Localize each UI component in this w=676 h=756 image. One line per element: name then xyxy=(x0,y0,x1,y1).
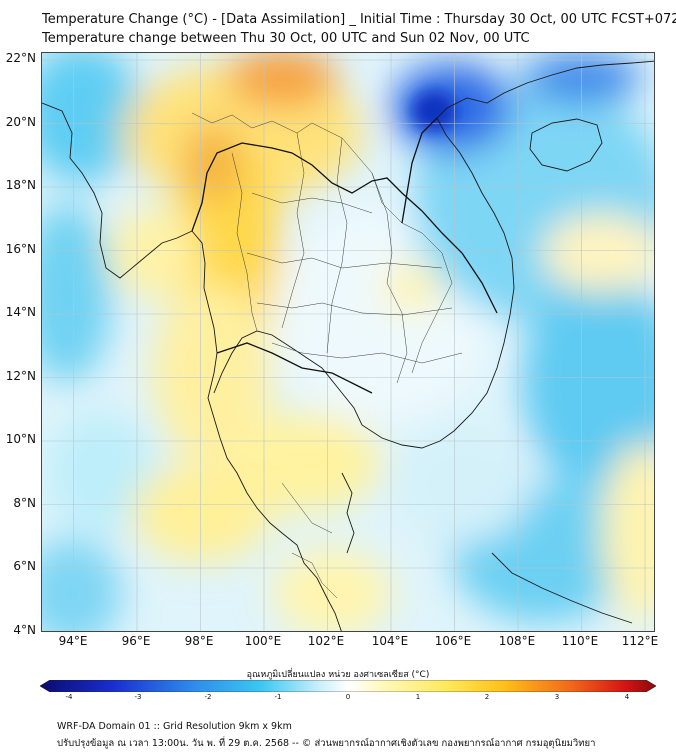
colorbar-tick-3: 3 xyxy=(554,693,560,701)
colorbar-tick-1: 1 xyxy=(415,693,421,701)
lon-label-102: 102°E xyxy=(307,634,345,648)
lat-label-4: 4°N xyxy=(13,623,36,637)
colorbar-tick-m2: -2 xyxy=(204,693,212,701)
cold-core xyxy=(412,91,456,131)
lon-label-104: 104°E xyxy=(371,634,409,648)
temperature-change-map[interactable] xyxy=(41,52,655,632)
temperature-field xyxy=(42,53,654,631)
lat-label-16: 16°N xyxy=(5,242,36,256)
lat-label-12: 12°N xyxy=(5,369,36,383)
coastlines xyxy=(42,60,654,631)
lat-label-22: 22°N xyxy=(5,51,36,65)
footer-line-2: ปรับปรุงข้อมูล ณ เวลา 13:00น. วัน พ. ที่… xyxy=(57,738,596,749)
province-borders xyxy=(191,112,463,599)
lon-label-106: 106°E xyxy=(434,634,472,648)
map-canvas xyxy=(42,53,654,631)
colorbar xyxy=(40,680,656,692)
colorbar-tick-4: 4 xyxy=(624,693,630,701)
lat-label-8: 8°N xyxy=(13,496,36,510)
lon-label-94: 94°E xyxy=(58,634,88,648)
lon-label-98: 98°E xyxy=(184,634,214,648)
country-borders xyxy=(191,117,498,394)
colorbar-tick-m4: -4 xyxy=(65,693,73,701)
footer-line-1: WRF-DA Domain 01 :: Grid Resolution 9km … xyxy=(57,721,292,732)
lon-label-96: 96°E xyxy=(121,634,151,648)
lon-label-112: 112°E xyxy=(621,634,659,648)
colorbar-title: อุณหภูมิเปลี่ยนแปลง หน่วย องศาเซลเซียส (… xyxy=(246,670,430,680)
colorbar-tick-m1: -1 xyxy=(274,693,282,701)
lat-label-6: 6°N xyxy=(13,559,36,573)
graticule xyxy=(42,53,654,631)
colorbar-tick-2: 2 xyxy=(484,693,490,701)
title-line-1: Temperature Change (°C) - [Data Assimila… xyxy=(42,12,676,27)
lat-label-14: 14°N xyxy=(5,305,36,319)
colorbar-tick-m3: -3 xyxy=(134,693,142,701)
lon-label-110: 110°E xyxy=(561,634,599,648)
lat-label-18: 18°N xyxy=(5,178,36,192)
colorbar-tick-0: 0 xyxy=(345,693,351,701)
lon-label-108: 108°E xyxy=(498,634,536,648)
lat-label-10: 10°N xyxy=(5,432,36,446)
lon-label-100: 100°E xyxy=(244,634,282,648)
lat-label-20: 20°N xyxy=(5,115,36,129)
title-line-2: Temperature change between Thu 30 Oct, 0… xyxy=(42,31,530,46)
